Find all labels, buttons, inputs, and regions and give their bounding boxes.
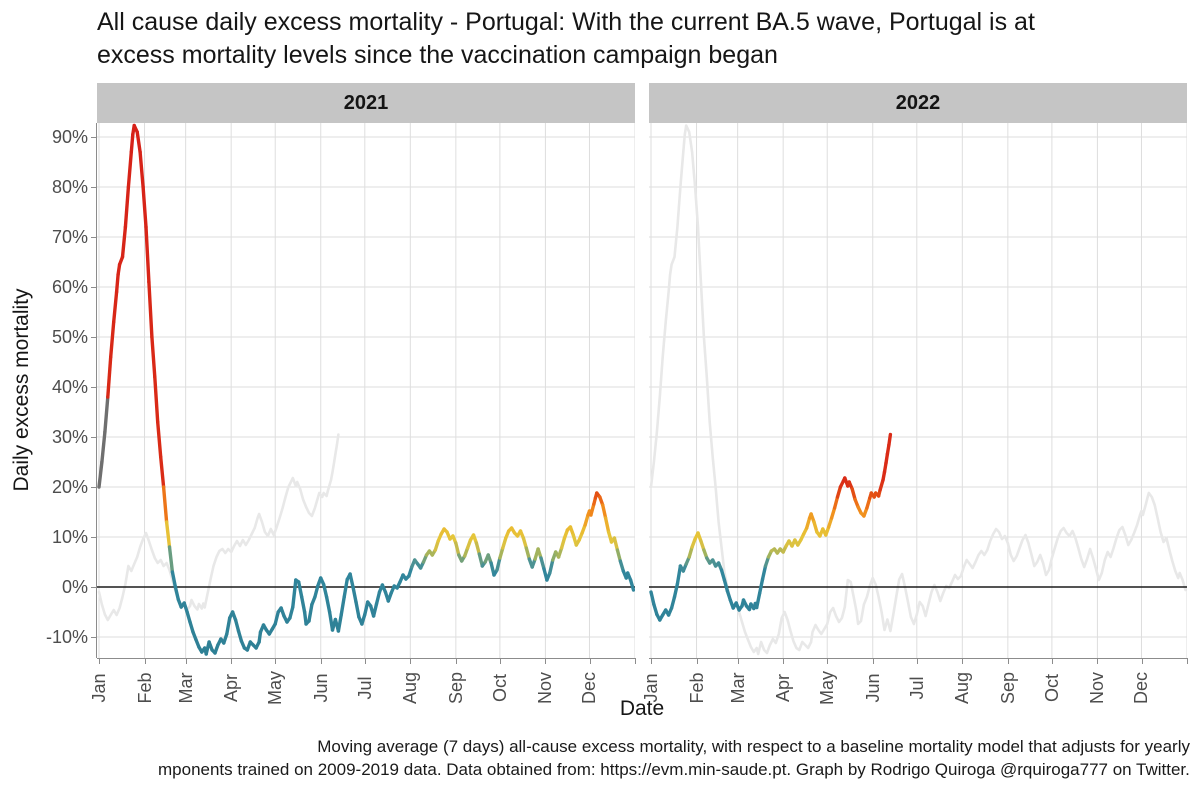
ghost-line-2021 xyxy=(649,124,1187,656)
gridlines xyxy=(97,123,635,658)
y-axis-line xyxy=(96,123,97,658)
y-tick-mark xyxy=(91,387,97,388)
y-tick-mark xyxy=(91,637,97,638)
y-tick-label: 50% xyxy=(51,327,88,347)
facet-strip-2022-label: 2022 xyxy=(895,91,941,114)
x-tick-mark xyxy=(783,658,785,664)
x-tick-mark xyxy=(872,658,874,664)
chart-title-line2: excess mortality levels since the vaccin… xyxy=(97,41,778,69)
x-tick-mark xyxy=(364,658,366,664)
x-tick-mark xyxy=(696,658,698,664)
x-tick-mark-year-end xyxy=(1187,658,1188,664)
y-tick-label: 30% xyxy=(51,427,88,447)
x-tick-mark xyxy=(99,658,100,664)
x-tick-mark xyxy=(410,658,412,664)
facet-strip-2021: 2021 xyxy=(97,83,635,123)
x-tick-mark-year-end xyxy=(635,658,636,664)
x-tick-mark xyxy=(962,658,964,664)
x-tick-mark xyxy=(916,658,918,664)
x-tick-mark xyxy=(1051,658,1053,664)
y-tick-mark xyxy=(91,587,97,588)
y-tick-mark xyxy=(91,137,97,138)
x-tick-mark xyxy=(1097,658,1099,664)
chart-caption-line2: mponents trained on 2009-2019 data. Data… xyxy=(158,760,1190,779)
x-tick-mark xyxy=(275,658,277,664)
y-tick-label: 80% xyxy=(51,177,88,197)
facet-strip-2021-label: 2021 xyxy=(343,91,389,114)
chart-caption-line1: Moving average (7 days) all-cause excess… xyxy=(317,737,1190,756)
y-tick-mark xyxy=(91,187,97,188)
y-tick-label: 60% xyxy=(51,277,88,297)
y-tick-mark xyxy=(91,287,97,288)
y-tick-mark xyxy=(91,237,97,238)
gridlines xyxy=(649,123,1187,658)
y-tick-mark xyxy=(91,487,97,488)
x-tick-mark xyxy=(320,658,322,664)
x-tick-mark xyxy=(1007,658,1009,664)
chart-title-line1: All cause daily excess mortality - Portu… xyxy=(97,8,1035,36)
x-axis-line-left-panel xyxy=(97,658,635,659)
y-axis-title: Daily excess mortality xyxy=(10,288,33,492)
y-tick-mark xyxy=(91,437,97,438)
y-tick-label: 0% xyxy=(61,577,88,597)
y-tick-label: 90% xyxy=(51,127,88,147)
x-tick-mark xyxy=(651,658,652,664)
y-tick-mark xyxy=(91,537,97,538)
ghost-line-2022 xyxy=(97,433,340,622)
x-tick-mark xyxy=(545,658,547,664)
x-tick-mark xyxy=(499,658,501,664)
y-tick-label: 10% xyxy=(51,527,88,547)
x-tick-mark xyxy=(455,658,457,664)
x-tick-mark xyxy=(1141,658,1143,664)
y-tick-label: 40% xyxy=(51,377,88,397)
facet-strip-2022: 2022 xyxy=(649,83,1187,123)
colored-line-2021 xyxy=(97,123,635,656)
x-tick-mark xyxy=(185,658,187,664)
facet-panel-2022 xyxy=(649,123,1187,658)
x-axis-title: Date xyxy=(619,697,665,720)
y-tick-label: -10% xyxy=(45,627,88,647)
x-tick-mark xyxy=(737,658,739,664)
x-tick-mark xyxy=(589,658,591,664)
y-tick-label: 20% xyxy=(51,477,88,497)
facet-panel-2021 xyxy=(97,123,635,658)
x-tick-mark xyxy=(144,658,146,664)
y-tick-label: 70% xyxy=(51,227,88,247)
colored-line-2022 xyxy=(649,432,893,622)
y-tick-mark xyxy=(91,337,97,338)
x-tick-mark xyxy=(231,658,233,664)
x-axis-line-right-panel xyxy=(649,658,1187,659)
x-tick-mark xyxy=(827,658,829,664)
